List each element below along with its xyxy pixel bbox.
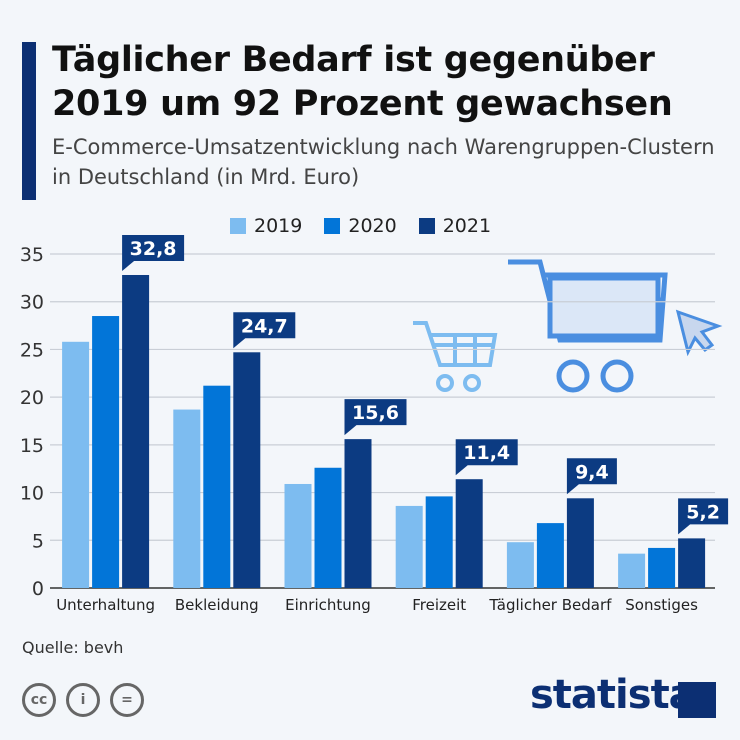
legend: 2019 2020 2021 [230, 215, 491, 237]
legend-label: 2020 [348, 215, 397, 237]
legend-item-2019: 2019 [230, 215, 302, 237]
bar-2020 [92, 316, 120, 588]
source-note: Quelle: bevh [22, 638, 124, 657]
data-label: 11,4 [463, 442, 510, 464]
bar-2019 [395, 505, 423, 588]
bar-2019 [618, 553, 646, 588]
statista-logo-mark [678, 682, 716, 718]
data-label: 9,4 [575, 461, 609, 483]
shopping-cart-icon-small [413, 321, 498, 392]
bar-2019 [173, 409, 201, 588]
bar-2021 [566, 498, 594, 588]
x-tick-label: Täglicher Bedarf [488, 596, 612, 614]
statista-logo[interactable]: statista [530, 672, 696, 718]
data-label: 5,2 [686, 501, 720, 523]
legend-item-2021: 2021 [418, 215, 492, 237]
bar-2021 [344, 439, 372, 588]
legend-swatch [324, 218, 341, 234]
x-tick-label: Einrichtung [285, 596, 371, 614]
data-label-box [566, 458, 617, 495]
y-tick-label: 0 [32, 578, 44, 600]
bar-2019 [506, 542, 534, 588]
page-title: Täglicher Bedarf ist gegenüber 2019 um 9… [52, 40, 673, 124]
cc-icon[interactable]: cc [22, 683, 56, 717]
legend-swatch [418, 218, 435, 234]
y-tick-label: 20 [20, 387, 44, 409]
y-tick-label: 10 [20, 483, 44, 505]
subtitle: E-Commerce-Umsatzentwicklung nach Wareng… [52, 135, 715, 189]
data-label: 32,8 [130, 238, 177, 260]
legend-swatch [230, 218, 246, 234]
x-tick-label: Sonstiges [625, 596, 698, 614]
data-label: 15,6 [352, 402, 399, 424]
bar-2020 [536, 523, 564, 588]
accent-bar [22, 42, 36, 200]
data-label: 24,7 [241, 315, 288, 337]
data-label-box [678, 498, 729, 535]
bar-chart: 0 5 10 15 20 25 30 35 Unterhaltung 32,8 Bekleidung… [20, 234, 729, 614]
bar-2020 [425, 496, 453, 588]
bar-2019 [62, 341, 90, 588]
x-tick-label: Unterhaltung [56, 596, 155, 614]
bar-2020 [648, 547, 676, 588]
bar-2021 [678, 538, 706, 588]
legend-item-2020: 2020 [324, 215, 397, 237]
y-tick-label: 15 [20, 435, 44, 457]
by-icon[interactable]: i [66, 683, 100, 717]
x-tick-label: Bekleidung [175, 596, 259, 614]
bar-2021 [233, 352, 261, 588]
nd-icon[interactable]: = [110, 683, 144, 717]
y-tick-label: 5 [32, 530, 44, 552]
data-label-box [455, 439, 518, 476]
bar-2020 [203, 385, 231, 588]
legend-label: 2019 [254, 215, 303, 237]
y-tick-label: 25 [20, 339, 44, 361]
y-tick-label: 30 [20, 292, 44, 314]
bar-2019 [284, 483, 312, 588]
data-label-box [344, 399, 407, 436]
y-tick-label: 35 [20, 244, 44, 266]
bar-2021 [455, 479, 483, 588]
cursor-icon [675, 309, 723, 357]
legend-label: 2021 [442, 215, 492, 237]
bar-2020 [314, 467, 342, 588]
shopping-cart-icon-large [508, 259, 668, 393]
bar-2021 [122, 274, 150, 588]
data-label-box [122, 234, 185, 271]
data-label-box [233, 312, 296, 349]
x-tick-label: Freizeit [412, 596, 466, 614]
